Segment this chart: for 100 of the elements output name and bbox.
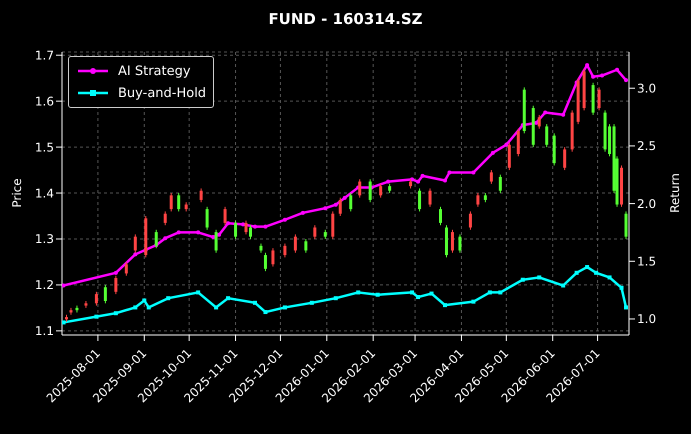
point: [620, 286, 624, 290]
point: [600, 74, 604, 78]
point: [624, 78, 628, 82]
candlestick: [264, 252, 267, 272]
point: [342, 196, 347, 200]
point: [498, 290, 502, 294]
candlestick: [498, 174, 502, 194]
candlestick: [94, 291, 98, 306]
candlestick: [598, 86, 601, 111]
point: [133, 305, 138, 310]
candlestick: [234, 220, 238, 240]
point: [166, 296, 170, 300]
point: [416, 180, 420, 184]
legend-label: Buy-and-Hold: [118, 86, 206, 100]
candlestick: [271, 248, 274, 268]
point: [133, 252, 138, 256]
legend-label: AI Strategy: [118, 64, 191, 78]
point: [334, 202, 338, 207]
point: [471, 300, 476, 304]
point: [471, 170, 476, 174]
candlestick: [114, 275, 118, 295]
point: [608, 275, 612, 280]
point: [376, 292, 380, 297]
candlestick: [294, 234, 297, 254]
candlestick: [283, 243, 286, 258]
point: [263, 224, 268, 229]
y2-tick-label: 1.5: [637, 254, 656, 269]
candlestick: [259, 243, 262, 254]
point: [416, 295, 420, 300]
point: [176, 230, 181, 234]
point: [142, 298, 146, 303]
candlestick: [206, 206, 209, 230]
candlestick: [418, 188, 422, 212]
point: [310, 300, 314, 305]
point: [488, 290, 492, 294]
point: [282, 305, 287, 310]
candlestick: [164, 210, 167, 226]
candlestick: [177, 192, 180, 212]
y2-tick-label: 1.0: [637, 312, 656, 326]
point: [574, 270, 579, 275]
candlestick: [124, 261, 128, 276]
y-tick-label: 1.5: [34, 140, 54, 154]
candlestick: [458, 234, 462, 254]
point: [163, 236, 168, 240]
point: [585, 265, 590, 270]
point: [447, 170, 452, 174]
point: [323, 206, 328, 210]
candlestick: [349, 192, 352, 212]
point: [430, 292, 434, 296]
candlestick: [331, 210, 334, 240]
candlestick: [545, 124, 548, 148]
point: [520, 278, 525, 282]
y-tick-label: 1.6: [34, 94, 54, 108]
point: [217, 232, 222, 237]
point: [561, 284, 566, 288]
candlestick: [450, 229, 454, 254]
candlestick: [324, 229, 327, 240]
point: [114, 270, 118, 275]
candlestick: [249, 224, 252, 240]
point: [146, 305, 151, 310]
candlestick: [468, 210, 472, 230]
candlestick: [304, 238, 308, 254]
candlestick: [563, 146, 566, 171]
point: [62, 320, 66, 324]
y2-tick-label: 2.0: [637, 196, 656, 211]
point: [282, 218, 287, 222]
candlestick: [184, 202, 188, 212]
line-series: [62, 63, 628, 288]
point: [504, 142, 508, 147]
point: [252, 300, 257, 305]
candlestick: [490, 170, 493, 184]
point: [114, 311, 118, 316]
candlestick: [484, 192, 487, 203]
point: [594, 270, 598, 275]
candlestick: [624, 210, 628, 240]
candlestick: [428, 188, 432, 208]
y-tick-label: 1.1: [34, 324, 54, 338]
point: [537, 275, 542, 280]
point: [356, 290, 360, 294]
point: [442, 178, 447, 183]
point: [442, 303, 447, 308]
point: [386, 180, 390, 184]
candlestick: [379, 183, 382, 198]
point: [543, 110, 548, 114]
point: [490, 150, 495, 155]
point: [615, 68, 620, 72]
candlestick: [388, 183, 392, 194]
candlestick: [516, 128, 520, 157]
point: [214, 305, 218, 310]
y2-tick-label: 2.5: [637, 139, 656, 154]
point: [591, 74, 596, 79]
point: [226, 296, 230, 300]
candlestick: [476, 192, 480, 208]
candlestick: [200, 188, 203, 203]
point: [62, 284, 66, 288]
y-axis-title: Price: [10, 178, 24, 208]
candlestick: [338, 197, 342, 217]
y2-axis-title: Return: [668, 173, 682, 213]
y-tick-label: 1.3: [34, 232, 54, 246]
candlestick: [313, 224, 316, 240]
